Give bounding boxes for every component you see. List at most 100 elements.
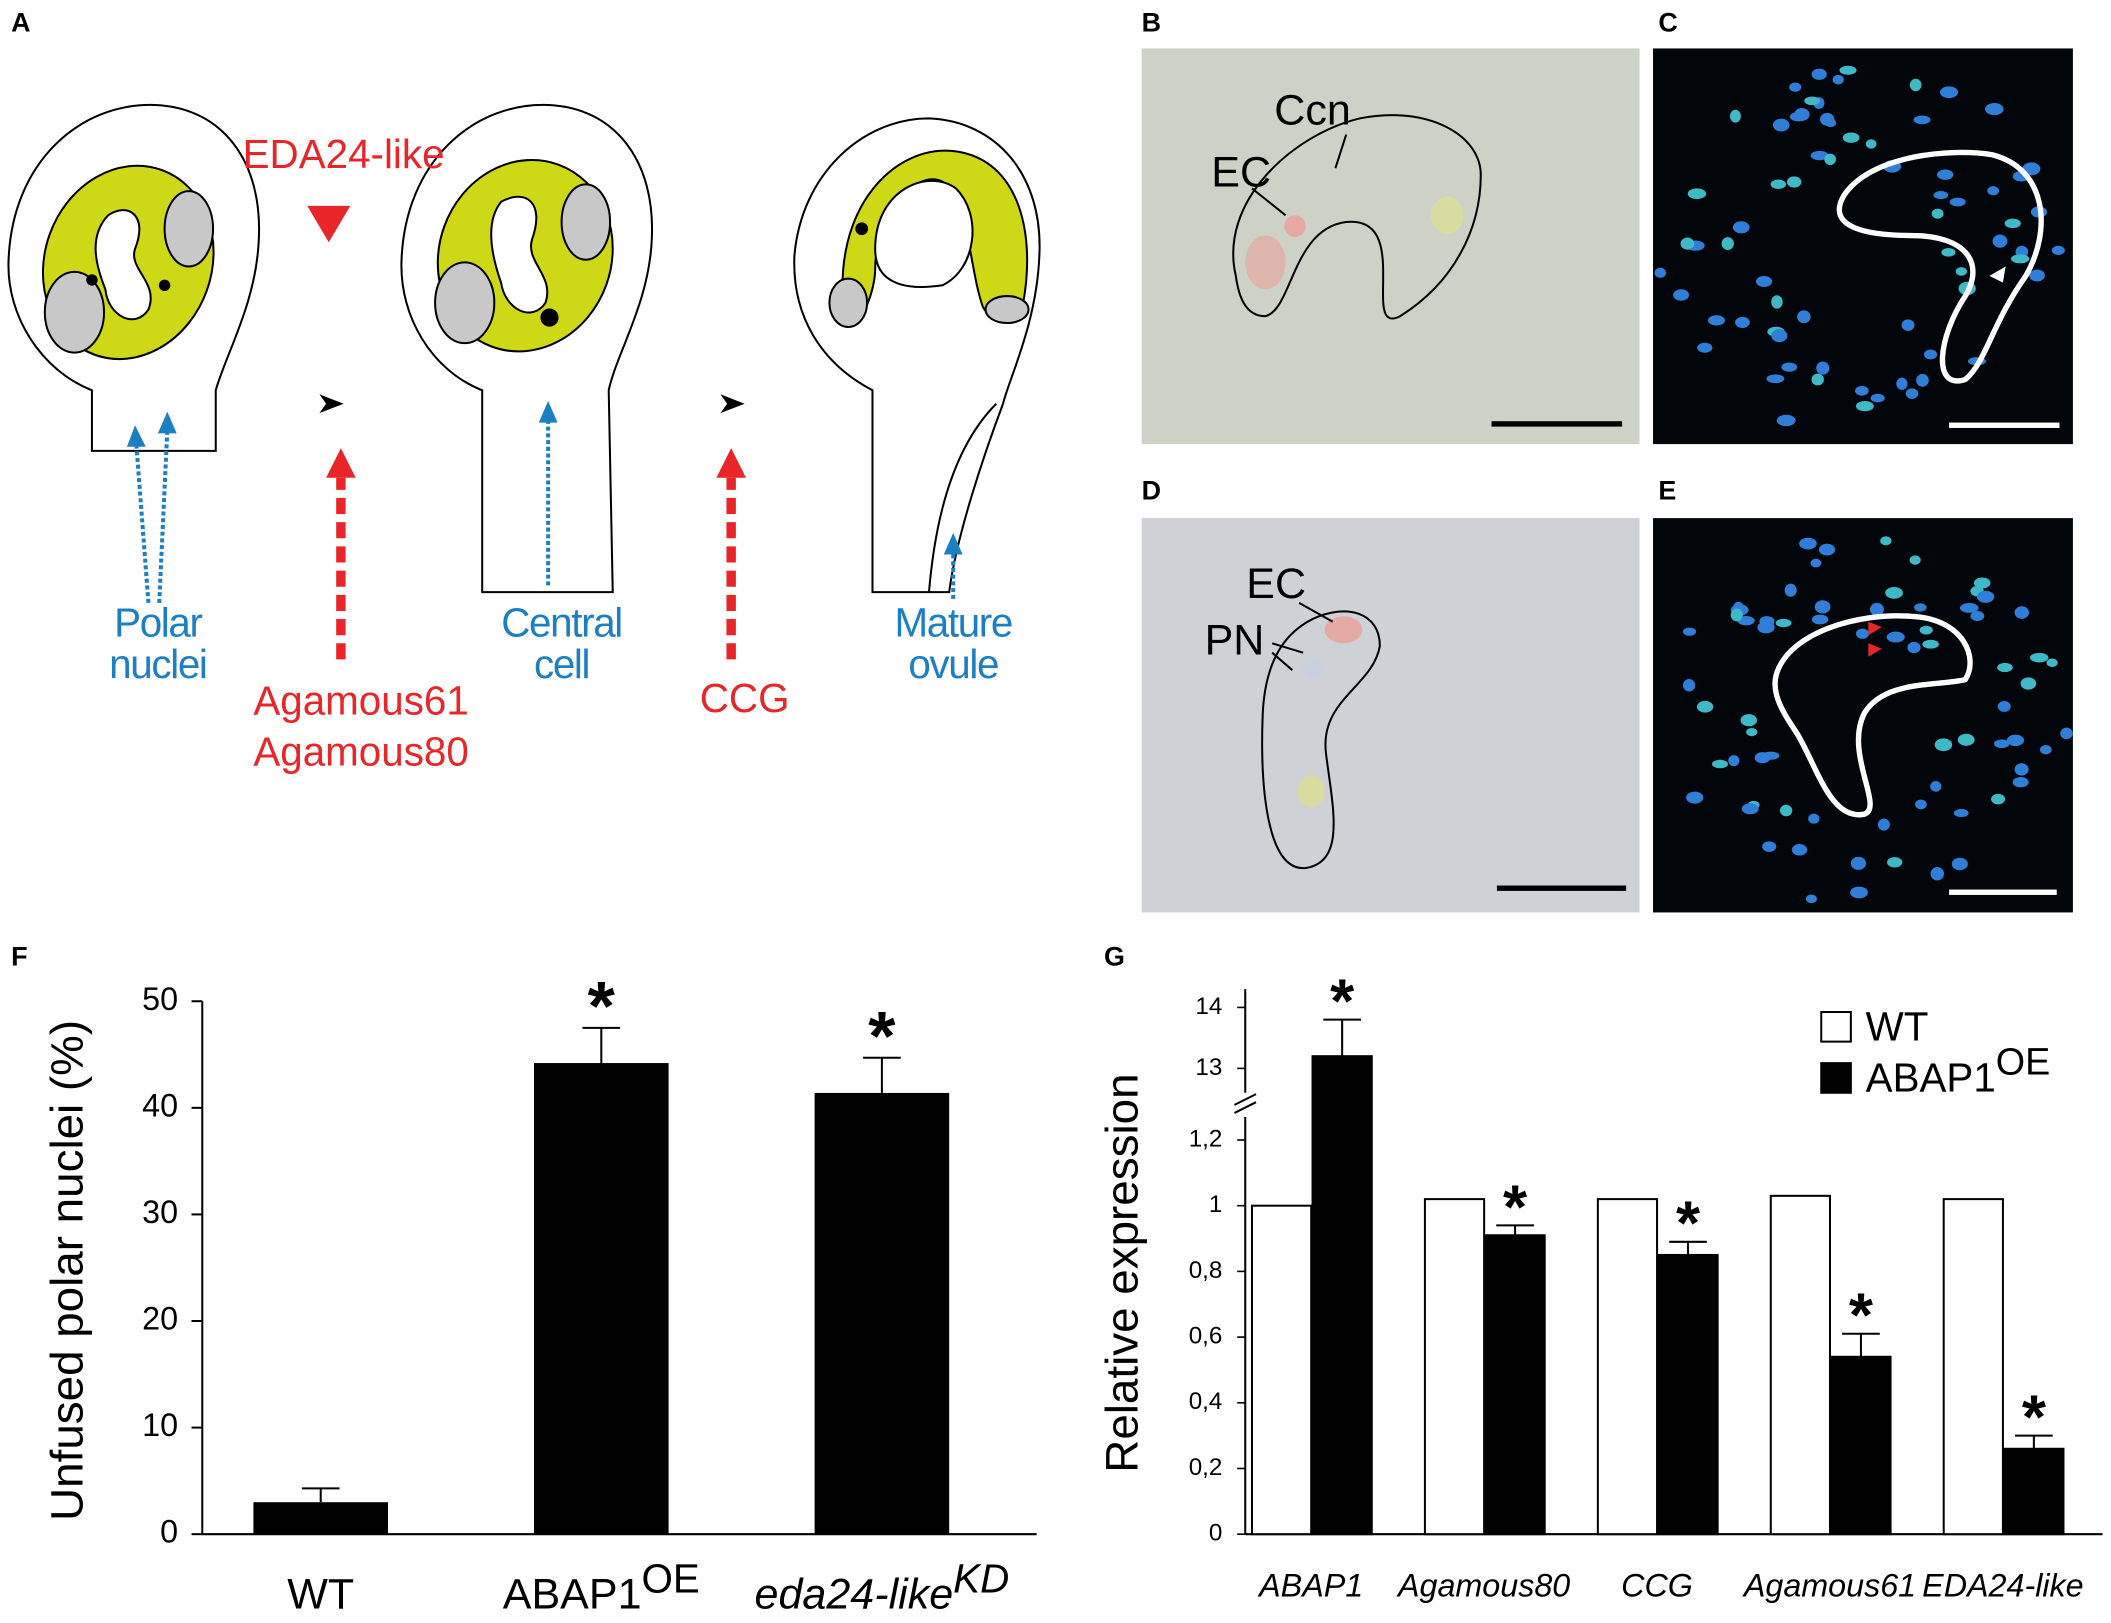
regulator-label: Agamous80 xyxy=(253,729,468,775)
nucleus-dot xyxy=(1909,78,1922,92)
cell xyxy=(828,277,869,329)
micrograph-b xyxy=(1141,48,1640,445)
nucleus-dot xyxy=(1816,361,1830,375)
nucleus-dot xyxy=(1735,316,1750,328)
nucleus-dot xyxy=(1933,191,1949,200)
bar xyxy=(1250,1204,1313,1536)
y-tick-label: 10 xyxy=(142,1407,178,1443)
nucleus-dot xyxy=(1992,234,2008,248)
nucleus-dot xyxy=(1915,799,1927,810)
y-tick-label: 1,2 xyxy=(1189,1125,1223,1152)
nucleus-dot xyxy=(1880,536,1892,546)
stage-label: nuclei xyxy=(109,641,206,687)
nucleus xyxy=(855,222,869,236)
nucleus-dot xyxy=(1775,618,1792,628)
nucleus-dot xyxy=(1761,751,1780,760)
legend-name: ABAP1 xyxy=(1866,1054,1996,1100)
panel-label: D xyxy=(1142,476,1161,506)
x-tick-label: eda24-likeKD xyxy=(755,1555,1010,1619)
nucleus-dot xyxy=(1771,329,1788,343)
nucleus-dot xyxy=(1789,82,1802,92)
nucleus-dot xyxy=(1985,102,2004,116)
panel-label: E xyxy=(1658,476,1676,506)
panel-label: F xyxy=(11,941,27,971)
nucleus-dot xyxy=(1811,373,1824,386)
panel-label: C xyxy=(1658,7,1677,37)
cell xyxy=(984,295,1030,324)
nucleus-dot xyxy=(1937,169,1954,180)
nucleus-dot xyxy=(1896,377,1908,390)
nucleus-dot xyxy=(1953,808,1969,818)
y-axis-label: Unfused polar nuclei (%) xyxy=(41,1020,92,1521)
stage-label: Polar xyxy=(114,599,202,645)
nucleus-dot xyxy=(1804,96,1820,106)
nucleus-dot xyxy=(1886,631,1905,643)
nucleus-dot xyxy=(1771,295,1783,309)
nucleus-dot xyxy=(1977,590,1991,602)
nucleus-dot xyxy=(1770,179,1787,189)
vacuole xyxy=(94,209,152,321)
nucleus-dot xyxy=(1870,393,1885,403)
nucleus-dot xyxy=(2010,254,2030,264)
regulator-label: EDA24-like xyxy=(243,131,445,177)
nucleus-dot xyxy=(1850,886,1868,899)
cell xyxy=(434,261,496,345)
legend-superscript: OE xyxy=(1996,1040,2050,1082)
nucleus-dot xyxy=(1901,319,1915,331)
nucleus-dot xyxy=(1687,188,1707,200)
nucleus-dot xyxy=(1741,803,1759,815)
nucleus-dot xyxy=(1730,608,1743,622)
nucleus-dot xyxy=(1930,866,1945,881)
legend-label: WT xyxy=(1866,1003,1929,1049)
nucleus-dot xyxy=(1786,176,1802,188)
bar xyxy=(1942,1198,2004,1536)
stage-label: Central xyxy=(501,599,622,645)
y-tick-label: 13 xyxy=(1195,1054,1222,1081)
nucleus-dot xyxy=(2022,162,2041,176)
nucleus-dot xyxy=(1951,857,1968,871)
nucleus-dot xyxy=(1682,627,1697,636)
y-tick-label: 30 xyxy=(142,1194,178,1230)
nucleus-dot xyxy=(1856,628,1870,639)
nucleus-dot xyxy=(1811,68,1827,80)
error-bar xyxy=(582,1026,621,1064)
nucleus-dot xyxy=(1839,65,1857,75)
category-name: WT xyxy=(287,1571,354,1619)
bar xyxy=(1423,1198,1486,1536)
micrograph-label: PN xyxy=(1205,617,1265,665)
regulator-label: CCG xyxy=(700,675,790,721)
category-superscript: KD xyxy=(953,1555,1009,1601)
nucleus-dot xyxy=(2014,763,2029,776)
y-tick-label: 0,6 xyxy=(1189,1322,1223,1349)
cell xyxy=(1245,235,1286,290)
bar xyxy=(1484,1234,1546,1536)
nucleus-dot xyxy=(1682,679,1696,692)
nucleus-dot xyxy=(1997,700,2011,712)
axis-break xyxy=(1234,1093,1257,1114)
nucleus-dot xyxy=(1931,208,1944,219)
nucleus-dot xyxy=(1869,602,1884,616)
nucleus-dot xyxy=(1810,558,1822,568)
nucleus-dot xyxy=(1697,342,1713,353)
nucleus-dot xyxy=(1680,237,1695,250)
nucleus-dot xyxy=(1759,616,1775,627)
regulator-label: Agamous61 xyxy=(253,678,468,724)
legend-swatch xyxy=(1820,1062,1852,1094)
micrograph-d xyxy=(1141,518,1640,913)
error-bar xyxy=(1323,1018,1361,1057)
step-arrow xyxy=(319,394,344,414)
nucleus-dot xyxy=(2006,734,2025,747)
category-name: eda24-like xyxy=(755,1571,954,1619)
nucleus-dot xyxy=(2014,606,2030,619)
nucleus-dot xyxy=(1877,818,1890,831)
scale-bar xyxy=(1496,885,1627,891)
bar xyxy=(2003,1447,2065,1536)
nucleus-dot xyxy=(1808,813,1820,824)
nucleus-dot xyxy=(1810,150,1829,161)
nucleus-dot xyxy=(1746,727,1758,737)
nuclei-dots xyxy=(1654,65,2073,904)
nucleus-dot xyxy=(2020,677,2037,690)
nucleus-dot xyxy=(1776,414,1796,427)
panel-label: G xyxy=(1104,941,1125,971)
